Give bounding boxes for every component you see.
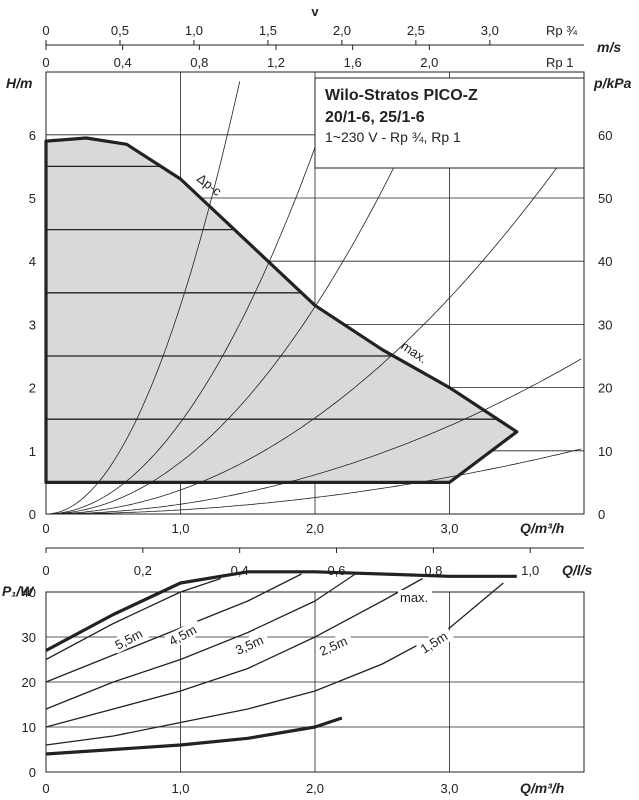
y2-tick-label: 40 bbox=[598, 254, 612, 269]
velocity-label: v bbox=[311, 4, 319, 19]
power-label-bg bbox=[231, 630, 271, 659]
y-tick-label: 2 bbox=[29, 381, 36, 396]
power-x-tick-label: 3,0 bbox=[440, 781, 458, 796]
power-y-tick-label: 30 bbox=[22, 630, 36, 645]
title-box: Wilo-Stratos PICO-Z 20/1-6, 25/1-6 1~230… bbox=[314, 77, 585, 169]
system-curve bbox=[46, 78, 437, 515]
head-flow-plot: v 0 0,5 1,0 1,5 2,0 2,5 3,0 Rp ¾ m/s 0 0,4 0,8 1,2 1,6… bbox=[6, 4, 632, 536]
velocity-tick-label-rp34: 2,0 bbox=[333, 23, 351, 38]
ls-tick-label: 0,6 bbox=[327, 563, 345, 578]
y-axis-label: H/m bbox=[6, 75, 32, 91]
x-tick-label: 0 bbox=[42, 521, 49, 536]
power-x-tick-label: 2,0 bbox=[306, 781, 324, 796]
system-curve bbox=[46, 133, 582, 515]
ls-tick-label: 1,0 bbox=[521, 563, 539, 578]
power-label-bg bbox=[110, 623, 150, 654]
velocity-unit-label: m/s bbox=[597, 39, 621, 55]
power-y-tick-label: 10 bbox=[22, 720, 36, 735]
y-tick-label: 5 bbox=[29, 191, 36, 206]
velocity-tick-label-rp1: 1,2 bbox=[267, 55, 285, 70]
rp1-label: Rp 1 bbox=[546, 55, 573, 70]
velocity-tick-label-rp34: 0 bbox=[42, 23, 49, 38]
velocity-tick-label-rp1: 0,4 bbox=[114, 55, 132, 70]
power-series-line bbox=[45, 577, 423, 728]
power-label-bg bbox=[164, 619, 204, 650]
power-label-bg bbox=[415, 625, 455, 658]
power-series-line bbox=[45, 716, 343, 756]
x-tick-label: 2,0 bbox=[306, 521, 324, 536]
system-curve bbox=[46, 358, 582, 515]
velocity-tick-label-rp34: 2,5 bbox=[407, 23, 425, 38]
rp34-label: Rp ¾ bbox=[546, 23, 577, 38]
power-series-line bbox=[45, 570, 517, 652]
y-tick-label: 3 bbox=[29, 317, 36, 332]
velocity-tick-label-rp1: 2,0 bbox=[420, 55, 438, 70]
max-curve bbox=[44, 136, 519, 484]
y-tick-label: 4 bbox=[29, 254, 36, 269]
ls-tick-label: 0,2 bbox=[134, 563, 152, 578]
operating-range-fill bbox=[46, 138, 517, 483]
power-series-line bbox=[45, 573, 356, 710]
system-curve bbox=[46, 448, 582, 515]
y2-tick-label: 20 bbox=[598, 381, 612, 396]
ls-tick-label: 0 bbox=[42, 563, 49, 578]
power-label-bg bbox=[315, 631, 355, 660]
x-tick-label: 3,0 bbox=[440, 521, 458, 536]
power-x-tick-label: 1,0 bbox=[171, 781, 189, 796]
system-curve bbox=[46, 78, 340, 515]
velocity-tick-label-rp34: 1,5 bbox=[259, 23, 277, 38]
y2-tick-label: 0 bbox=[598, 507, 605, 522]
power-y-tick-label: 0 bbox=[29, 765, 36, 780]
power-series-line bbox=[45, 577, 222, 661]
x-axis-label: Q/m³/h bbox=[520, 520, 564, 536]
power-series-line bbox=[45, 582, 504, 746]
chart-title: Wilo-Stratos PICO-Z bbox=[325, 87, 478, 104]
velocity-tick-label-rp34: 3,0 bbox=[481, 23, 499, 38]
y-tick-label: 6 bbox=[29, 128, 36, 143]
power-label-bg bbox=[398, 590, 432, 605]
y-tick-label: 0 bbox=[29, 507, 36, 522]
velocity-tick-label-rp1: 0,8 bbox=[190, 55, 208, 70]
chart-title-line2: 20/1-6, 25/1-6 bbox=[325, 109, 425, 126]
chart-subtitle: 1~230 V - Rp ¾, Rp 1 bbox=[325, 129, 461, 145]
velocity-tick-label-rp34: 0,5 bbox=[111, 23, 129, 38]
y2-tick-label: 30 bbox=[598, 317, 612, 332]
x-tick-label: 1,0 bbox=[171, 521, 189, 536]
y2-axis-label: p/kPa bbox=[593, 75, 632, 91]
y2-tick-label: 10 bbox=[598, 444, 612, 459]
power-x-tick-label: 0 bbox=[42, 781, 49, 796]
velocity-tick-label-rp1: 1,6 bbox=[344, 55, 362, 70]
power-x-axis-label: Q/m³/h bbox=[520, 780, 564, 796]
velocity-tick-label-rp1: 0 bbox=[42, 55, 49, 70]
system-curve bbox=[45, 81, 241, 515]
velocity-tick-label-rp34: 1,0 bbox=[185, 23, 203, 38]
y2-tick-label: 50 bbox=[598, 191, 612, 206]
y2-tick-label: 60 bbox=[598, 128, 612, 143]
power-y-tick-label: 20 bbox=[22, 675, 36, 690]
x-top-axis-label: Q/l/s bbox=[562, 562, 593, 578]
y-tick-label: 1 bbox=[29, 444, 36, 459]
power-series-line bbox=[45, 573, 302, 683]
power-y-axis-label: P₁/W bbox=[2, 583, 35, 599]
power-y-tick-label: 40 bbox=[22, 585, 36, 600]
power-series-label: max. bbox=[400, 590, 428, 605]
